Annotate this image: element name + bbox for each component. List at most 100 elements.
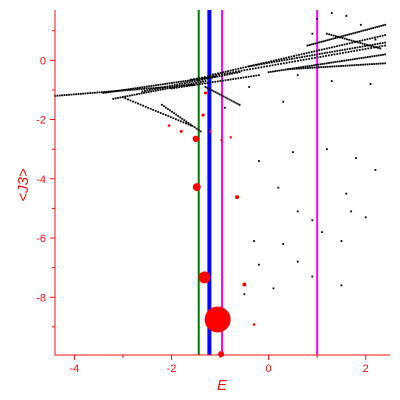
scatter-point xyxy=(205,77,207,79)
scatter-point xyxy=(307,67,309,69)
scatter-point xyxy=(123,89,125,91)
scatter-point xyxy=(107,91,110,94)
scatter-point xyxy=(282,57,285,60)
scatter-point xyxy=(335,65,338,68)
scatter-point xyxy=(290,55,293,58)
scatter-point xyxy=(288,61,291,64)
scatter-point xyxy=(196,83,199,86)
scatter-point xyxy=(272,287,275,290)
scatter-point xyxy=(356,31,359,34)
scatter-point xyxy=(190,82,193,85)
scatter-point xyxy=(236,102,239,105)
scatter-point xyxy=(206,75,209,78)
scatter-point xyxy=(136,87,139,89)
scatter-point xyxy=(150,90,153,93)
scatter-point xyxy=(195,127,198,130)
scatter-point xyxy=(237,67,240,70)
scatter-point xyxy=(379,47,382,50)
scatter-point xyxy=(330,12,333,14)
scatter-point xyxy=(344,64,347,67)
vertical-marker-lines xyxy=(197,10,319,355)
scatter-point xyxy=(321,231,323,233)
scatter-point xyxy=(346,38,348,41)
highlight-point xyxy=(229,136,232,139)
scatter-point xyxy=(252,75,255,77)
scatter-point xyxy=(122,96,124,99)
scatter-point xyxy=(359,46,361,48)
scatter-point xyxy=(302,67,305,70)
scatter-point xyxy=(375,54,378,57)
highlight-point xyxy=(242,282,247,287)
scatter-point xyxy=(343,48,346,51)
scatter-point xyxy=(70,93,73,96)
scatter-point xyxy=(374,26,377,29)
scatter-point xyxy=(125,88,128,91)
scatter-point xyxy=(306,55,308,58)
scatter-point xyxy=(201,78,204,81)
scatter-point xyxy=(195,82,197,84)
scatter-point xyxy=(226,73,228,76)
scatter-point xyxy=(193,80,196,82)
scatter-point xyxy=(227,78,229,81)
scatter-point xyxy=(370,47,372,49)
scatter-point xyxy=(263,65,266,68)
scatter-point xyxy=(286,58,288,61)
scatter-point xyxy=(114,90,116,93)
scatter-point xyxy=(369,37,371,40)
scatter-point xyxy=(328,51,331,54)
scatter-point xyxy=(185,83,188,86)
scatter-point xyxy=(343,37,346,40)
scatter-point xyxy=(112,97,115,100)
scatter-point xyxy=(338,36,341,38)
x-tick-label: -2 xyxy=(167,363,177,375)
scatter-point xyxy=(319,55,322,58)
scatter-point xyxy=(218,75,221,78)
scatter-point xyxy=(317,63,320,66)
scatter-point xyxy=(340,284,343,287)
scatter-point xyxy=(311,219,314,222)
scatter-point xyxy=(222,79,224,82)
scatter-point xyxy=(171,82,173,84)
scatter-point xyxy=(159,112,162,114)
scatter-point xyxy=(234,68,237,71)
scatter-point xyxy=(58,94,61,97)
scatter-point xyxy=(211,76,214,79)
scatter-point xyxy=(117,89,120,92)
scatter-point xyxy=(199,130,202,133)
scatter-point xyxy=(238,71,241,74)
scatter-point xyxy=(169,109,171,112)
scatter-point xyxy=(215,74,218,77)
scatter-point xyxy=(263,62,266,65)
scatter-point xyxy=(333,50,336,53)
scatter-point xyxy=(131,88,134,91)
scatter-point xyxy=(184,80,187,82)
highlight-point xyxy=(209,130,212,133)
scatter-point xyxy=(149,107,152,110)
scatter-point xyxy=(320,40,323,43)
scatter-point xyxy=(280,62,282,65)
scatter-point xyxy=(384,44,387,47)
scatter-point xyxy=(343,59,346,62)
scatter-point xyxy=(321,52,324,55)
scatter-point xyxy=(148,89,151,91)
scatter-point xyxy=(186,79,189,82)
scatter-point xyxy=(222,95,225,98)
y-axis-label: <J3> xyxy=(15,168,32,202)
scatter-point xyxy=(145,91,148,94)
scatter-point xyxy=(288,58,291,61)
scatter-point xyxy=(204,86,207,88)
scatter-point xyxy=(210,89,213,92)
scatter-point xyxy=(126,95,129,98)
scatter-point xyxy=(143,87,146,90)
scatter-point xyxy=(330,38,333,41)
scatter-point xyxy=(353,50,356,52)
scatter-point xyxy=(301,56,303,58)
scatter-point xyxy=(341,37,344,39)
scatter-point xyxy=(231,72,233,75)
scatter-point xyxy=(187,122,190,124)
scatter-point xyxy=(242,66,245,69)
scatter-point xyxy=(316,53,319,56)
scatter-point xyxy=(181,117,184,120)
scatter-point xyxy=(356,46,359,49)
